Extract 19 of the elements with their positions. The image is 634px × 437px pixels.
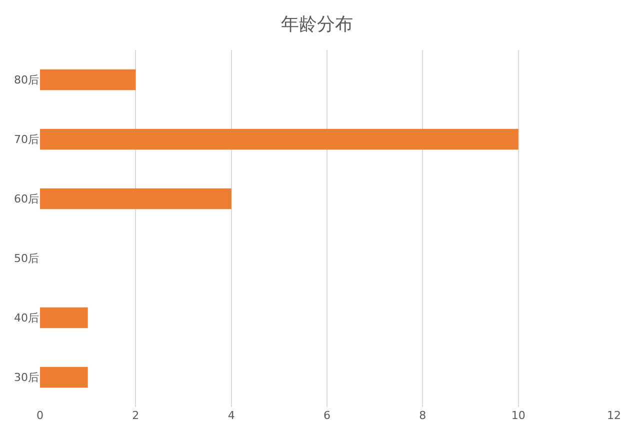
bar bbox=[40, 128, 518, 150]
y-tick-label: 70后 bbox=[14, 133, 39, 146]
y-tick-label: 80后 bbox=[14, 74, 39, 87]
x-tick-label: 4 bbox=[228, 409, 235, 422]
chart-title: 年龄分布 bbox=[281, 14, 353, 36]
x-tick-label: 10 bbox=[511, 409, 526, 422]
bar bbox=[40, 366, 88, 388]
x-tick-label: 8 bbox=[419, 409, 426, 422]
bar bbox=[40, 307, 88, 328]
x-tick-label: 6 bbox=[324, 409, 330, 422]
bar bbox=[40, 69, 136, 90]
x-tick-label: 12 bbox=[607, 409, 621, 422]
bar bbox=[40, 188, 232, 210]
y-tick-label: 60后 bbox=[14, 192, 39, 206]
y-tick-label: 30后 bbox=[14, 371, 39, 384]
x-tick-label: 2 bbox=[132, 409, 140, 422]
y-tick-label: 40后 bbox=[14, 312, 39, 325]
x-tick-label: 0 bbox=[36, 409, 44, 422]
y-tick-label: 50后 bbox=[14, 252, 39, 266]
